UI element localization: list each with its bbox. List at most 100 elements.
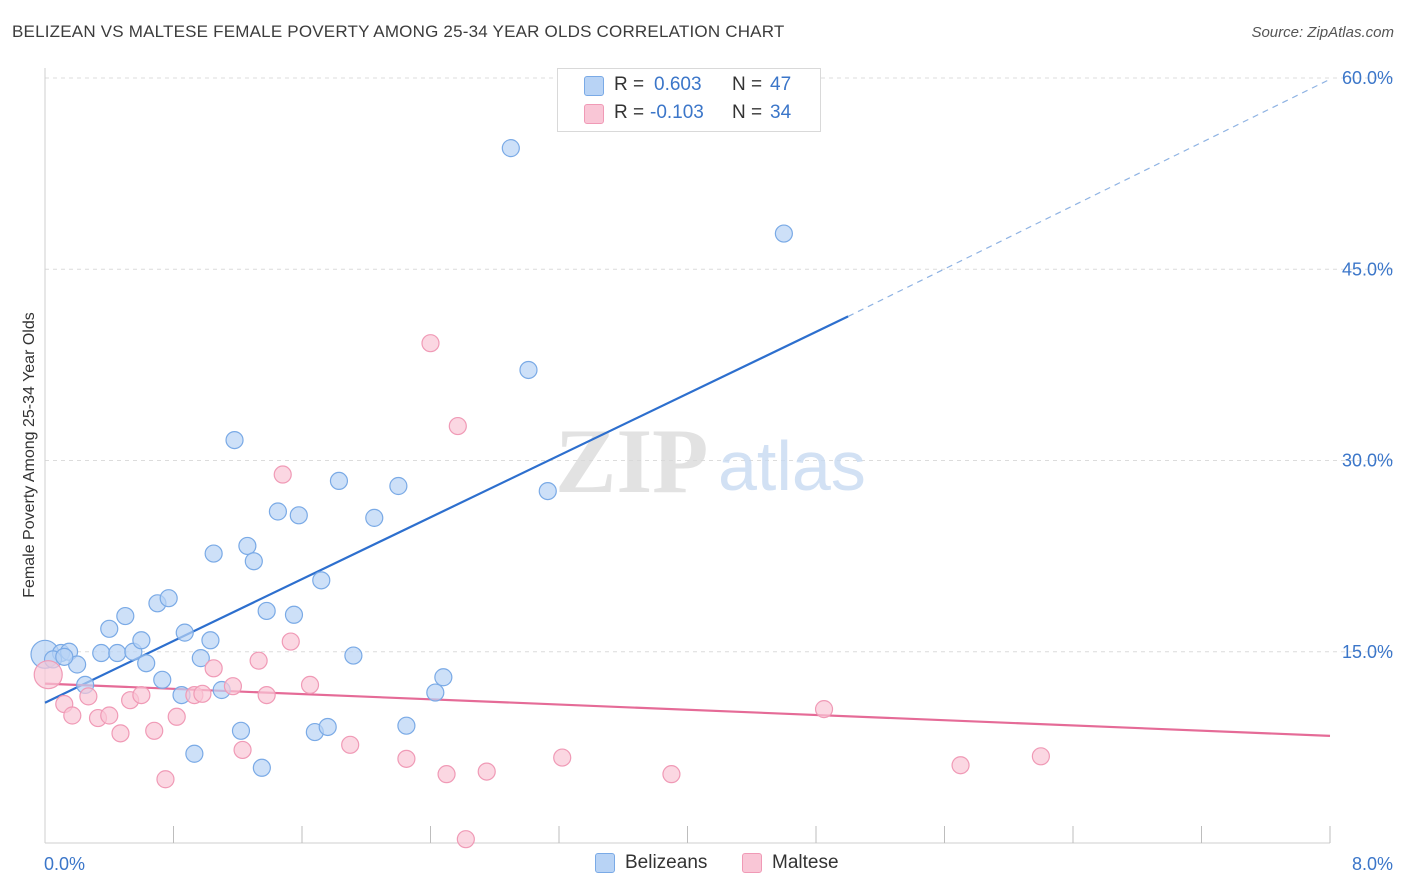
belizean-point-7 bbox=[108, 643, 127, 663]
maltese-point-5 bbox=[100, 706, 119, 725]
maltese-point-9 bbox=[145, 721, 164, 740]
belizean-point-34 bbox=[329, 471, 349, 490]
belizean-point-37 bbox=[389, 476, 408, 496]
belizean-point-39 bbox=[426, 683, 445, 702]
maltese-point-3 bbox=[79, 687, 98, 706]
belizean-point-16 bbox=[175, 623, 194, 642]
maltese-point-16 bbox=[233, 740, 252, 760]
maltese-point-10 bbox=[156, 770, 175, 789]
maltese-r-value: -0.103 bbox=[650, 102, 704, 123]
belizean-point-35 bbox=[344, 646, 363, 665]
maltese-point-27 bbox=[477, 762, 496, 781]
belizean-point-11 bbox=[137, 654, 156, 673]
maltese-point-31 bbox=[951, 756, 970, 775]
belizean-point-17 bbox=[185, 744, 204, 763]
source-label: Source: ZipAtlas.com bbox=[1251, 24, 1394, 41]
belizeans-r-label: R = bbox=[614, 74, 645, 95]
y-tick-label-3: 60.0% bbox=[1342, 68, 1393, 88]
belizean-point-43 bbox=[538, 482, 557, 501]
watermark-zip: ZIP bbox=[555, 410, 708, 512]
belizean-point-26 bbox=[252, 758, 271, 777]
tick-labels: 15.0% 30.0% 45.0% 60.0% 0.0% 8.0% bbox=[44, 68, 1393, 874]
maltese-point-2 bbox=[63, 706, 82, 725]
maltese-point-0 bbox=[33, 660, 63, 690]
maltese-legend-label: Maltese bbox=[772, 852, 839, 873]
maltese-swatch bbox=[584, 104, 604, 124]
belizean-point-30 bbox=[289, 506, 308, 525]
belizean-point-23 bbox=[231, 721, 251, 740]
belizean-point-27 bbox=[257, 601, 276, 621]
maltese-point-25 bbox=[437, 765, 456, 784]
maltese-point-30 bbox=[814, 700, 834, 719]
belizeans-swatch bbox=[584, 76, 604, 96]
maltese-point-32 bbox=[1031, 747, 1050, 766]
belizean-point-32 bbox=[312, 571, 331, 590]
maltese-point-14 bbox=[204, 659, 223, 678]
belizeans-legend-swatch bbox=[595, 853, 615, 873]
belizean-point-19 bbox=[201, 631, 220, 650]
belizeans-legend-label: Belizeans bbox=[625, 852, 708, 873]
belizean-point-6 bbox=[100, 619, 119, 638]
belizean-point-36 bbox=[365, 508, 384, 527]
maltese-point-21 bbox=[300, 675, 320, 695]
belizean-point-40 bbox=[434, 668, 453, 687]
maltese-point-20 bbox=[281, 632, 300, 651]
maltese-point-22 bbox=[341, 735, 360, 754]
trend-lines bbox=[44, 78, 1331, 737]
x-tick-label-1: 8.0% bbox=[1352, 854, 1393, 874]
belizean-point-20 bbox=[204, 544, 223, 563]
maltese-r-label: R = bbox=[614, 102, 645, 123]
belizean-point-33 bbox=[318, 717, 337, 737]
y-tick-label-0: 15.0% bbox=[1342, 642, 1393, 662]
y-tick-label-1: 30.0% bbox=[1342, 451, 1393, 471]
belizean-point-29 bbox=[284, 605, 304, 624]
belizean-point-41 bbox=[501, 139, 520, 158]
belizean-point-28 bbox=[268, 502, 288, 521]
maltese-point-17 bbox=[249, 651, 268, 670]
maltese-point-26 bbox=[448, 416, 467, 436]
y-axis-label: Female Poverty Among 25-34 Year Olds bbox=[21, 312, 38, 598]
maltese-point-8 bbox=[132, 685, 151, 705]
watermark: ZIP atlas bbox=[555, 410, 866, 512]
maltese-n-label: N = bbox=[732, 102, 763, 123]
belizean-point-22 bbox=[225, 431, 244, 450]
belizeans-n-value: 47 bbox=[770, 74, 792, 95]
belizeans-n-label: N = bbox=[732, 74, 763, 95]
maltese-point-11 bbox=[167, 707, 186, 726]
maltese-n-value: 34 bbox=[770, 102, 792, 123]
belizeans-trend-line bbox=[44, 315, 849, 704]
maltese-point-19 bbox=[273, 465, 292, 484]
belizeans-r-value: 0.603 bbox=[654, 74, 702, 95]
belizean-point-18 bbox=[191, 649, 210, 668]
belizean-point-44 bbox=[774, 224, 793, 243]
y-tick-label-2: 45.0% bbox=[1342, 259, 1393, 279]
watermark-atlas: atlas bbox=[718, 427, 866, 505]
maltese-point-18 bbox=[257, 685, 276, 705]
belizean-point-5 bbox=[92, 643, 111, 663]
belizean-point-42 bbox=[519, 360, 538, 380]
belizean-point-13 bbox=[153, 670, 172, 689]
belizeans-trend-extension bbox=[847, 78, 1331, 317]
maltese-point-33 bbox=[456, 830, 475, 849]
maltese-point-28 bbox=[553, 748, 572, 767]
data-points bbox=[30, 139, 1050, 849]
belizean-point-14 bbox=[159, 589, 178, 608]
belizean-point-46 bbox=[55, 647, 74, 666]
maltese-point-29 bbox=[662, 765, 681, 784]
belizean-point-24 bbox=[238, 536, 257, 556]
maltese-point-15 bbox=[223, 677, 243, 696]
maltese-point-24 bbox=[421, 334, 440, 353]
axes bbox=[44, 68, 1331, 844]
correlation-legend: R = 0.603 N = 47 R = -0.103 N = 34 bbox=[557, 68, 821, 132]
x-tick-label-0: 0.0% bbox=[44, 854, 85, 874]
belizean-point-38 bbox=[397, 716, 416, 735]
belizean-point-10 bbox=[132, 631, 151, 650]
belizean-point-25 bbox=[244, 552, 263, 571]
maltese-point-13 bbox=[193, 684, 212, 703]
belizean-point-8 bbox=[116, 606, 135, 626]
maltese-legend-swatch bbox=[742, 853, 762, 873]
maltese-point-6 bbox=[111, 724, 130, 743]
maltese-point-23 bbox=[397, 749, 416, 768]
chart-title: BELIZEAN VS MALTESE FEMALE POVERTY AMONG… bbox=[12, 22, 785, 41]
